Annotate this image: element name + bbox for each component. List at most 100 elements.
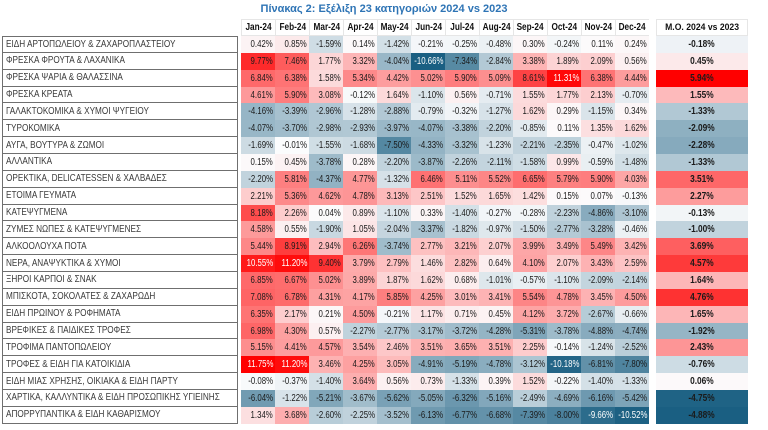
row-label[interactable]: ΑΥΓΑ, ΒΟΥΤΥΡΑ & ΖΩΜΟΙ: [2, 137, 238, 155]
value-cell-r9-oct-24[interactable]: 5.79%: [547, 170, 581, 188]
value-cell-r23-sep-24[interactable]: -7.39%: [513, 406, 547, 424]
value-cell-r7-mar-24[interactable]: -1.55%: [309, 137, 343, 155]
value-cell-r2-sep-24[interactable]: 3.38%: [513, 52, 547, 70]
value-cell-r23-feb-24[interactable]: 3.68%: [275, 406, 309, 424]
value-cell-r8-may-24[interactable]: -2.20%: [377, 154, 411, 171]
row-label[interactable]: ΧΑΡΤΙΚΑ, ΚΑΛΛΥΝΤΙΚΑ & ΕΙΔΗ ΠΡΟΣΩΠΙΚΗΣ ΥΓ…: [2, 390, 238, 407]
value-cell-r22-jun-24[interactable]: -5.05%: [411, 390, 445, 407]
value-cell-r10-may-24[interactable]: 3.13%: [377, 187, 411, 205]
value-cell-r12-jul-24[interactable]: -1.82%: [445, 221, 479, 239]
column-header-mar-24[interactable]: Mar-24: [309, 19, 344, 36]
value-cell-r4-nov-24[interactable]: 2.13%: [581, 86, 615, 104]
value-cell-r1-mar-24[interactable]: -1.59%: [309, 36, 343, 53]
value-cell-r15-jun-24[interactable]: 1.62%: [411, 272, 445, 289]
value-cell-r16-aug-24[interactable]: 3.41%: [479, 288, 513, 306]
avg-cell-r16[interactable]: 4.76%: [656, 288, 748, 306]
value-cell-r9-aug-24[interactable]: 5.52%: [479, 170, 513, 188]
value-cell-r17-nov-24[interactable]: -2.67%: [581, 305, 615, 323]
value-cell-r1-jul-24[interactable]: -0.25%: [445, 36, 479, 53]
value-cell-r4-feb-24[interactable]: 5.90%: [275, 86, 309, 104]
value-cell-r20-dec-24[interactable]: -7.80%: [615, 356, 649, 374]
value-cell-r14-jan-24[interactable]: 10.55%: [241, 255, 275, 273]
row-label[interactable]: ΤΥΡΟΚΟΜΙΚΑ: [2, 120, 238, 138]
value-cell-r15-jan-24[interactable]: 6.85%: [241, 272, 275, 289]
value-cell-r16-dec-24[interactable]: 4.50%: [615, 288, 649, 306]
value-cell-r5-aug-24[interactable]: -1.27%: [479, 103, 513, 121]
value-cell-r18-mar-24[interactable]: 0.57%: [309, 322, 343, 340]
value-cell-r5-mar-24[interactable]: -2.96%: [309, 103, 343, 121]
row-label[interactable]: ΕΙΔΗ ΑΡΤΟΠΩΛΕΙΟΥ & ΖΑΧΑΡΟΠΛΑΣΤΕΙΟΥ: [2, 36, 238, 53]
value-cell-r7-oct-24[interactable]: -2.35%: [547, 137, 581, 155]
value-cell-r16-may-24[interactable]: 5.85%: [377, 288, 411, 306]
value-cell-r5-jul-24[interactable]: -0.32%: [445, 103, 479, 121]
row-label[interactable]: ΖΥΜΕΣ ΝΩΠΕΣ & ΚΑΤΕΨΥΓΜΕΝΕΣ: [2, 221, 238, 239]
value-cell-r3-feb-24[interactable]: 6.38%: [275, 69, 309, 87]
row-label[interactable]: ΒΡΕΦΙΚΕΣ & ΠΑΙΔΙΚΕΣ ΤΡΟΦΕΣ: [2, 322, 238, 340]
value-cell-r7-jul-24[interactable]: -3.32%: [445, 137, 479, 155]
value-cell-r18-jan-24[interactable]: 6.98%: [241, 322, 275, 340]
value-cell-r4-jun-24[interactable]: -1.10%: [411, 86, 445, 104]
value-cell-r21-mar-24[interactable]: -1.40%: [309, 373, 343, 391]
avg-cell-r1[interactable]: -0.18%: [656, 36, 748, 53]
value-cell-r20-aug-24[interactable]: -4.78%: [479, 356, 513, 374]
column-header-apr-24[interactable]: Apr-24: [343, 19, 378, 36]
value-cell-r4-sep-24[interactable]: 1.55%: [513, 86, 547, 104]
value-cell-r23-aug-24[interactable]: -6.68%: [479, 406, 513, 424]
value-cell-r22-nov-24[interactable]: -6.16%: [581, 390, 615, 407]
value-cell-r20-jan-24[interactable]: 11.75%: [241, 356, 275, 374]
value-cell-r18-nov-24[interactable]: -4.88%: [581, 322, 615, 340]
value-cell-r21-jan-24[interactable]: -0.08%: [241, 373, 275, 391]
value-cell-r13-feb-24[interactable]: 8.91%: [275, 238, 309, 256]
value-cell-r3-jan-24[interactable]: 6.84%: [241, 69, 275, 87]
avg-cell-r10[interactable]: 2.27%: [656, 187, 748, 205]
value-cell-r19-may-24[interactable]: 2.46%: [377, 339, 411, 357]
value-cell-r19-jan-24[interactable]: 5.15%: [241, 339, 275, 357]
value-cell-r2-dec-24[interactable]: 0.56%: [615, 52, 649, 70]
value-cell-r16-sep-24[interactable]: 5.54%: [513, 288, 547, 306]
value-cell-r7-jan-24[interactable]: -1.69%: [241, 137, 275, 155]
value-cell-r8-mar-24[interactable]: -3.78%: [309, 154, 343, 171]
avg-cell-r7[interactable]: -2.28%: [656, 137, 748, 155]
value-cell-r9-feb-24[interactable]: 5.81%: [275, 170, 309, 188]
value-cell-r12-may-24[interactable]: -2.04%: [377, 221, 411, 239]
value-cell-r8-jul-24[interactable]: -2.26%: [445, 154, 479, 171]
value-cell-r10-aug-24[interactable]: 1.65%: [479, 187, 513, 205]
row-label[interactable]: ΤΡΟΦΕΣ & ΕΙΔΗ ΓΙΑ ΚΑΤΟΙΚΙΔΙΑ: [2, 356, 238, 374]
value-cell-r9-dec-24[interactable]: 4.03%: [615, 170, 649, 188]
value-cell-r14-feb-24[interactable]: 11.20%: [275, 255, 309, 273]
value-cell-r4-mar-24[interactable]: 3.08%: [309, 86, 343, 104]
value-cell-r13-oct-24[interactable]: 3.49%: [547, 238, 581, 256]
value-cell-r20-jun-24[interactable]: -4.91%: [411, 356, 445, 374]
value-cell-r16-nov-24[interactable]: 3.45%: [581, 288, 615, 306]
value-cell-r9-mar-24[interactable]: -4.37%: [309, 170, 343, 188]
value-cell-r14-aug-24[interactable]: 0.64%: [479, 255, 513, 273]
value-cell-r12-mar-24[interactable]: -1.90%: [309, 221, 343, 239]
value-cell-r12-feb-24[interactable]: 0.55%: [275, 221, 309, 239]
value-cell-r4-oct-24[interactable]: 1.77%: [547, 86, 581, 104]
column-header-aug-24[interactable]: Aug-24: [479, 19, 514, 36]
value-cell-r19-oct-24[interactable]: -0.14%: [547, 339, 581, 357]
value-cell-r19-nov-24[interactable]: -1.24%: [581, 339, 615, 357]
value-cell-r1-may-24[interactable]: -1.42%: [377, 36, 411, 53]
row-label[interactable]: ΟΡΕΚΤΙΚΑ, DELICATESSEN & ΧΑΛΒΑΔΕΣ: [2, 170, 238, 188]
value-cell-r17-feb-24[interactable]: 2.17%: [275, 305, 309, 323]
value-cell-r5-oct-24[interactable]: 0.29%: [547, 103, 581, 121]
value-cell-r15-apr-24[interactable]: 3.89%: [343, 272, 377, 289]
value-cell-r10-jun-24[interactable]: 2.51%: [411, 187, 445, 205]
value-cell-r14-mar-24[interactable]: 9.40%: [309, 255, 343, 273]
column-header-jul-24[interactable]: Jul-24: [445, 19, 480, 36]
value-cell-r17-sep-24[interactable]: 4.12%: [513, 305, 547, 323]
value-cell-r7-jun-24[interactable]: -4.33%: [411, 137, 445, 155]
value-cell-r11-aug-24[interactable]: -0.27%: [479, 204, 513, 222]
value-cell-r22-may-24[interactable]: -5.62%: [377, 390, 411, 407]
value-cell-r2-oct-24[interactable]: 1.89%: [547, 52, 581, 70]
row-label[interactable]: ΦΡΕΣΚΑ ΚΡΕΑΤΑ: [2, 86, 238, 104]
value-cell-r11-jan-24[interactable]: 8.18%: [241, 204, 275, 222]
value-cell-r5-nov-24[interactable]: -1.15%: [581, 103, 615, 121]
value-cell-r16-jun-24[interactable]: 4.25%: [411, 288, 445, 306]
value-cell-r3-jun-24[interactable]: 5.02%: [411, 69, 445, 87]
value-cell-r1-jan-24[interactable]: 0.42%: [241, 36, 275, 53]
value-cell-r5-dec-24[interactable]: 0.34%: [615, 103, 649, 121]
value-cell-r11-jun-24[interactable]: 0.33%: [411, 204, 445, 222]
value-cell-r1-dec-24[interactable]: 0.24%: [615, 36, 649, 53]
